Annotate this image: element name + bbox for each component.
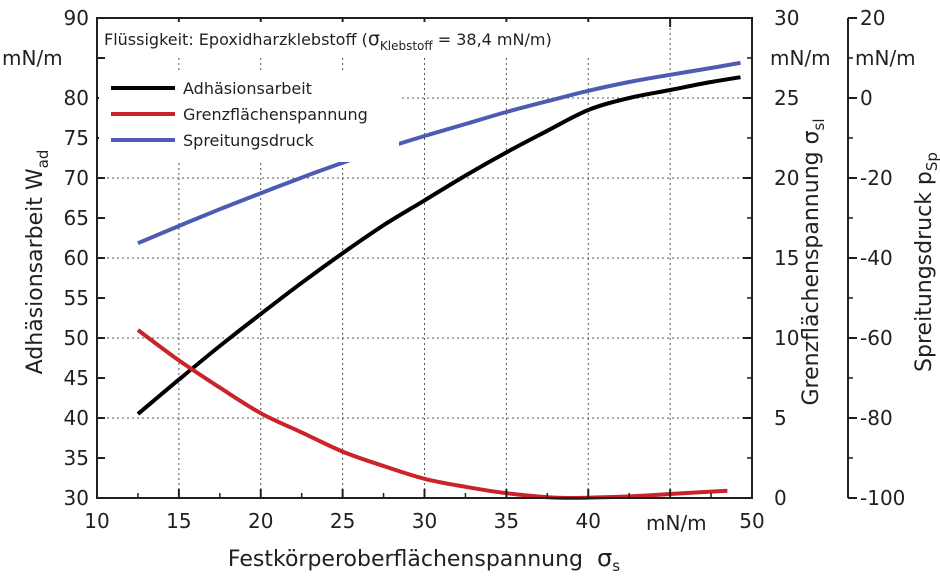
legend-label-adhaesionsarbeit: Adhäsionsarbeit xyxy=(183,79,312,98)
y-left-tick-label: 90 xyxy=(64,6,89,30)
y-right2-tick-label: -80 xyxy=(860,406,893,430)
x-tick-label: 50 xyxy=(739,509,764,533)
axis-labels: 10 15 20 25 30 35 40 50303540455055606570758090… xyxy=(64,6,906,533)
y-right1-title-sub: sl xyxy=(810,118,828,130)
annotation-sigma: σ xyxy=(368,28,380,50)
y-left-tick-label: 30 xyxy=(64,486,89,510)
x-title-sub: s xyxy=(612,557,620,575)
x-tick-label: 35 xyxy=(494,509,519,533)
series-line-2 xyxy=(137,60,741,246)
legend: Adhäsionsarbeit Grenzflächenspannung Spr… xyxy=(99,72,399,162)
y-right2-tick-label: -60 xyxy=(860,326,893,350)
data-curves xyxy=(136,60,741,501)
series-line-1 xyxy=(136,328,728,501)
y-left-tick-label: 80 xyxy=(64,86,89,110)
y-left-tick-label: 35 xyxy=(64,446,89,470)
annotation-prefix: Flüssigkeit: Epoxidharzklebstoff ( xyxy=(104,30,368,49)
x-tick-label: 25 xyxy=(330,509,355,533)
y-right2-title-sub: Sp xyxy=(923,152,940,171)
annotation-box: Flüssigkeit: Epoxidharzklebstoff (σKlebs… xyxy=(99,22,620,55)
annotation-suffix: = 38,4 mN/m) xyxy=(433,30,552,49)
x-title-text: Festkörperoberflächenspannung xyxy=(228,547,583,572)
annotation-text: Flüssigkeit: Epoxidharzklebstoff (σKlebs… xyxy=(104,28,552,53)
y-right1-tick-label: 5 xyxy=(774,406,787,430)
y-right2-unit: mN/m xyxy=(855,46,916,70)
y-right2-title-text: Spreitungsdruck p xyxy=(912,171,937,372)
x-title: Festkörperoberflächenspannung σs xyxy=(228,544,620,575)
annotation-sub: Klebstoff xyxy=(380,39,434,53)
x-title-symbol: σ xyxy=(597,544,612,572)
x-tick-label: 15 xyxy=(166,509,191,533)
series-line-0 xyxy=(136,75,741,416)
y-left-title-sub: ad xyxy=(34,150,52,169)
y-right1-tick-label: 25 xyxy=(774,86,799,110)
y-left-tick-label: 75 xyxy=(64,126,89,150)
y-right1-tick-label: 0 xyxy=(774,486,787,510)
x-tick-label: 20 xyxy=(248,509,273,533)
x-tick-label: 30 xyxy=(412,509,437,533)
legend-label-grenzflaechenspannung: Grenzflächenspannung xyxy=(183,105,368,124)
y-right1-tick-label: 30 xyxy=(774,6,799,30)
plot-frame xyxy=(96,17,753,499)
y-left-tick-label: 45 xyxy=(64,366,89,390)
x-unit: mN/m xyxy=(646,511,707,535)
y-left-unit: mN/m xyxy=(2,46,63,70)
y-right2-tick-label: 20 xyxy=(860,6,885,30)
y-left-tick-label: 70 xyxy=(64,166,89,190)
y-right2-tick-label: -100 xyxy=(860,486,905,510)
y-left-tick-label: 55 xyxy=(64,286,89,310)
y-right2-tick-label: 0 xyxy=(860,86,873,110)
y-left-title-text: Adhäsionsarbeit W xyxy=(23,168,48,374)
legend-label-spreitungsdruck: Spreitungsdruck xyxy=(183,131,315,150)
y-left-title: Adhäsionsarbeit Wad xyxy=(23,150,52,375)
x-tick-label: 40 xyxy=(576,509,601,533)
y-right1-title: Grenzflächenspannung σsl xyxy=(799,118,828,405)
y-left-tick-label: 50 xyxy=(64,326,89,350)
x-tick-label: 10 xyxy=(84,509,109,533)
y-right1-unit: mN/m xyxy=(770,46,831,70)
y-left-tick-label: 40 xyxy=(64,406,89,430)
y-right1-tick-label: 20 xyxy=(774,166,799,190)
y-left-tick-label: 65 xyxy=(64,206,89,230)
y-left-tick-label: 60 xyxy=(64,246,89,270)
y-right2-tick-label: -20 xyxy=(860,166,893,190)
y-right1-tick-label: 10 xyxy=(774,326,799,350)
y-right1-title-text: Grenzflächenspannung σ xyxy=(799,130,824,405)
y-right1-tick-label: 15 xyxy=(774,246,799,270)
y-right2-title: Spreitungsdruck pSp xyxy=(912,152,940,372)
y-right2-tick-label: -40 xyxy=(860,246,893,270)
axes xyxy=(96,17,857,499)
